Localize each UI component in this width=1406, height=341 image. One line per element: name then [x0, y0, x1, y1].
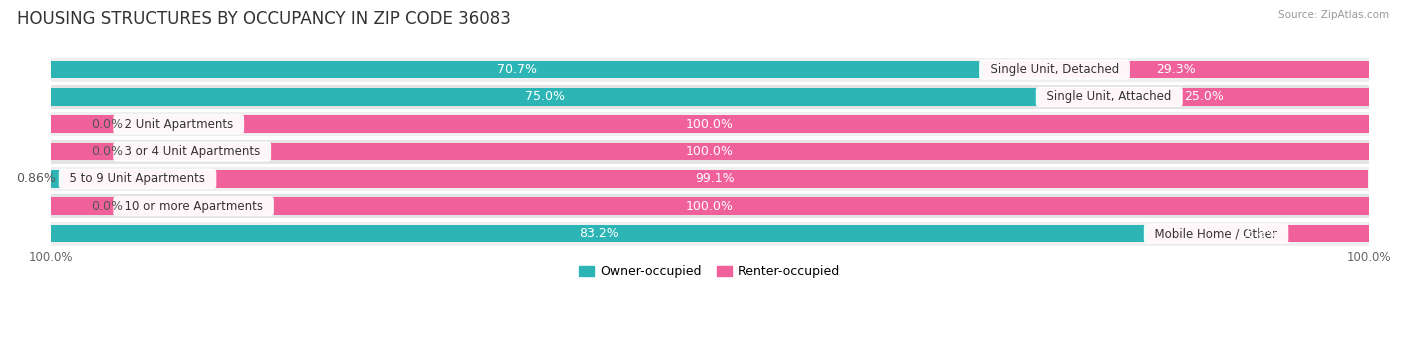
Text: 0.0%: 0.0% [91, 118, 124, 131]
Text: 0.0%: 0.0% [91, 145, 124, 158]
Text: 99.1%: 99.1% [696, 173, 735, 186]
Text: 29.3%: 29.3% [1156, 63, 1195, 76]
Bar [51, 112, 1369, 136]
Legend: Owner-occupied, Renter-occupied: Owner-occupied, Renter-occupied [574, 260, 845, 283]
Bar [1147, 225, 1369, 242]
Bar [51, 225, 1147, 242]
Bar [51, 85, 1369, 109]
Text: 100.0%: 100.0% [686, 145, 734, 158]
Text: Mobile Home / Other: Mobile Home / Other [1147, 227, 1285, 240]
Bar [51, 115, 117, 133]
Bar [51, 139, 1369, 164]
Bar [51, 115, 1369, 133]
Bar [983, 61, 1369, 78]
Text: HOUSING STRUCTURES BY OCCUPANCY IN ZIP CODE 36083: HOUSING STRUCTURES BY OCCUPANCY IN ZIP C… [17, 10, 510, 28]
Bar [51, 58, 1369, 81]
Bar [51, 170, 62, 188]
Bar [51, 61, 983, 78]
Text: 3 or 4 Unit Apartments: 3 or 4 Unit Apartments [117, 145, 267, 158]
Bar [51, 167, 1369, 191]
Text: Single Unit, Attached: Single Unit, Attached [1039, 90, 1180, 103]
Bar [51, 88, 1039, 106]
Text: 75.0%: 75.0% [524, 90, 565, 103]
Bar [51, 197, 1369, 215]
Text: 100.0%: 100.0% [686, 118, 734, 131]
Bar [1039, 88, 1369, 106]
Text: 0.86%: 0.86% [15, 173, 56, 186]
Text: 10 or more Apartments: 10 or more Apartments [117, 200, 270, 213]
Text: Single Unit, Detached: Single Unit, Detached [983, 63, 1126, 76]
Bar [51, 194, 1369, 218]
Bar [51, 143, 117, 161]
Text: 0.0%: 0.0% [91, 200, 124, 213]
Text: 100.0%: 100.0% [686, 200, 734, 213]
Bar [51, 143, 1369, 161]
Text: 2 Unit Apartments: 2 Unit Apartments [117, 118, 240, 131]
Text: 5 to 9 Unit Apartments: 5 to 9 Unit Apartments [62, 173, 212, 186]
Text: Source: ZipAtlas.com: Source: ZipAtlas.com [1278, 10, 1389, 20]
Bar [62, 170, 1368, 188]
Bar [51, 197, 117, 215]
Bar [51, 222, 1369, 246]
Text: 83.2%: 83.2% [579, 227, 619, 240]
Text: 25.0%: 25.0% [1184, 90, 1225, 103]
Text: 16.8%: 16.8% [1239, 227, 1278, 240]
Text: 70.7%: 70.7% [496, 63, 537, 76]
